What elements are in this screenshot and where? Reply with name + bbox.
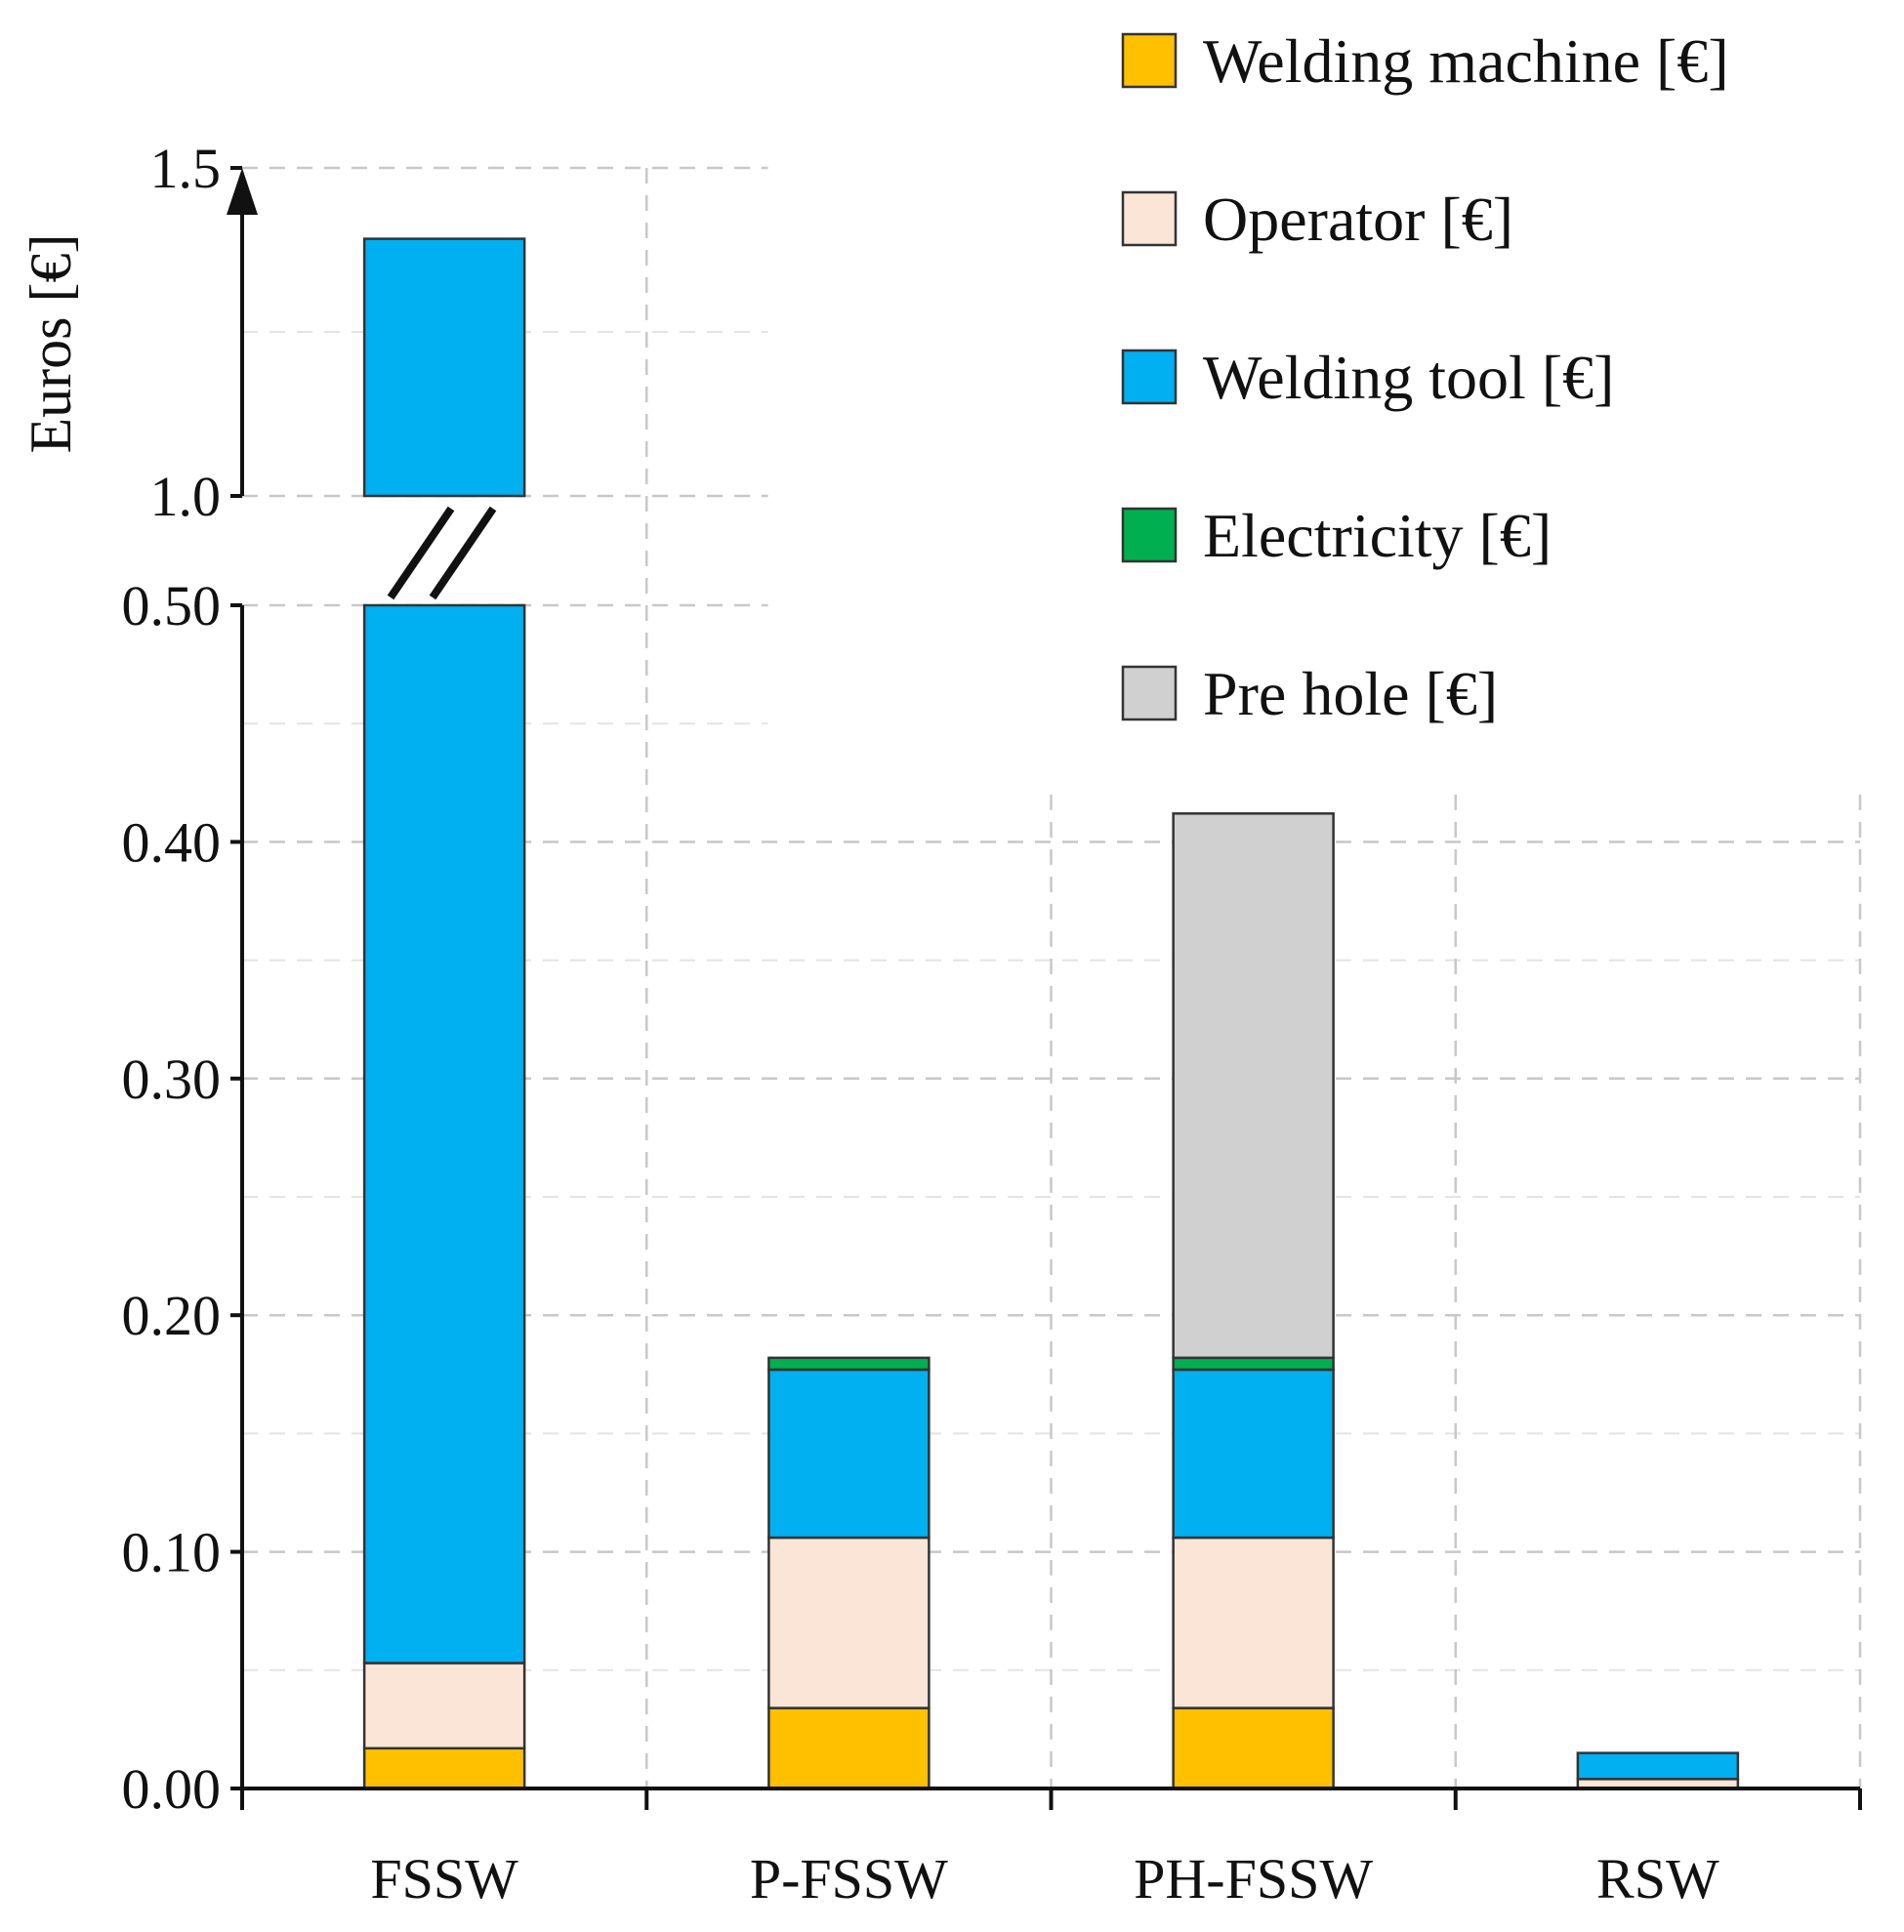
y-tick-label: 0.10 (122, 1521, 222, 1584)
bar-segment (767, 1356, 931, 1372)
legend-label: Welding tool [€] (1203, 343, 1614, 412)
y-tick-label: 1.0 (150, 465, 222, 528)
legend-label: Welding machine [€] (1203, 26, 1729, 96)
y-axis-arrow-icon (227, 168, 258, 215)
category-label: PH-FSSW (1134, 1847, 1373, 1911)
bar-segment (1172, 1706, 1335, 1790)
category-label: RSW (1596, 1847, 1719, 1911)
axis-break-mark (429, 506, 497, 600)
y-tick-label: 0.30 (122, 1048, 222, 1111)
legend-swatch (1121, 32, 1178, 89)
bar-segment (767, 1706, 931, 1790)
y-axis-label: Euros [€] (19, 234, 83, 454)
grid (242, 166, 1862, 1790)
category-label: FSSW (370, 1847, 518, 1911)
bar-segment (767, 1368, 931, 1540)
bar-segment (362, 1662, 526, 1750)
bars (362, 237, 1740, 1790)
legend-swatch (1121, 190, 1178, 247)
y-tick-label: 0.00 (122, 1757, 222, 1821)
bar-segment (1576, 1751, 1740, 1781)
bar-segment (362, 237, 526, 498)
y-ticks: 0.00 0.10 0.20 0.30 0.40 0.50 1.0 1.5 (122, 137, 242, 1821)
legend: Welding machine [€] Operator [€] Welding t… (1121, 26, 1729, 728)
bar-segment (767, 1536, 931, 1709)
y-tick-label: 0.20 (122, 1284, 222, 1347)
legend-label: Operator [€] (1203, 185, 1513, 254)
legend-label: Pre hole [€] (1203, 659, 1498, 728)
bar-segment (1172, 1356, 1335, 1372)
y-tick-label: 1.5 (150, 137, 222, 200)
legend-swatch (1121, 507, 1178, 563)
y-tick-label: 0.40 (122, 810, 222, 874)
category-label: P-FSSW (750, 1847, 948, 1911)
y-tick-label: 0.50 (122, 574, 222, 637)
legend-label: Electricity [€] (1203, 501, 1552, 570)
bar-segment (1172, 812, 1335, 1360)
bar-segment (1172, 1368, 1335, 1540)
x-ticks: FSSW P-FSSW PH-FSSW RSW (240, 1788, 1862, 1911)
legend-swatch (1121, 349, 1178, 405)
bar-segment (362, 1747, 526, 1790)
axis-break-mark (387, 506, 455, 600)
bar-segment (1172, 1536, 1335, 1709)
legend-swatch (1121, 665, 1178, 721)
bar-segment (362, 603, 526, 1665)
